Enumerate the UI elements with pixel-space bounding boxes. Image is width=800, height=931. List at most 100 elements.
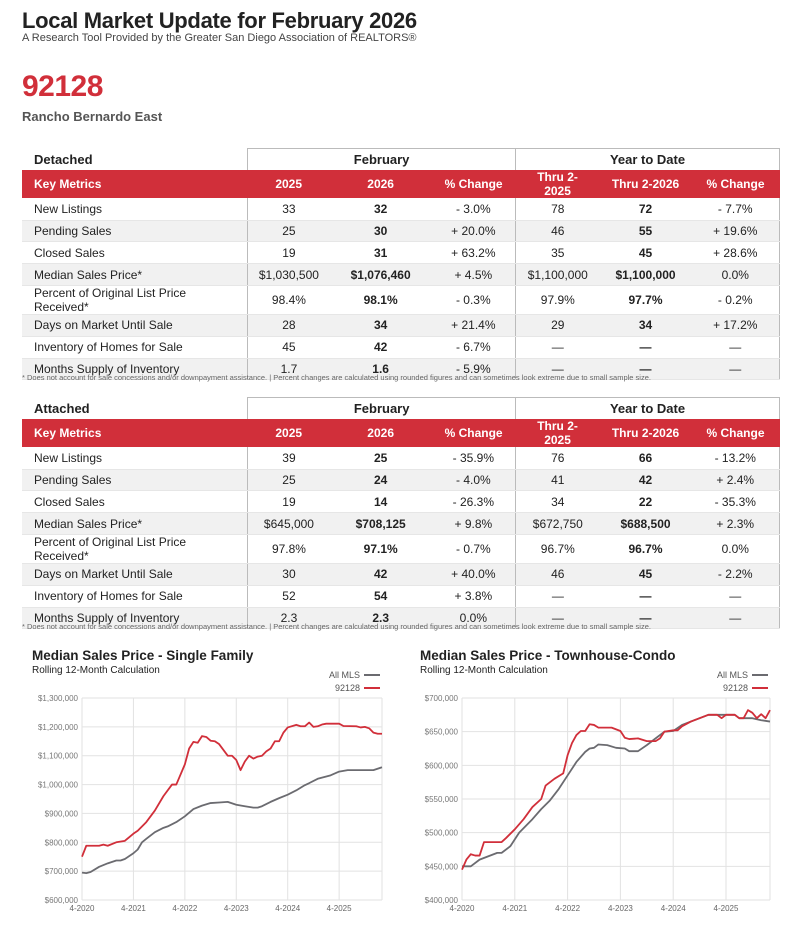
table-row: New Listings 33 32- 3.0% 78 72- 7.7%	[22, 198, 780, 221]
metric-value: $1,076,460	[329, 263, 432, 286]
metric-value: - 13.2%	[691, 447, 780, 470]
metric-value: 66	[599, 447, 692, 470]
metric-value: —	[599, 336, 692, 359]
area-name: Rancho Bernardo East	[22, 109, 163, 124]
y-tick-label: $550,000	[425, 795, 459, 804]
table-row: Months Supply of Inventory 1.7 1.6- 5.9% — —…	[22, 358, 780, 381]
metric-value: 39	[247, 447, 330, 470]
metric-value: 19	[247, 241, 330, 265]
legend-label: All MLS	[329, 670, 360, 680]
metric-value: - 6.7%	[431, 336, 516, 359]
x-tick-label: 4-2021	[502, 904, 527, 913]
footnote-attached: * Does not account for sale concessions …	[22, 622, 651, 631]
x-tick-label: 4-2020	[450, 904, 475, 913]
metric-value: 34	[329, 314, 432, 337]
table-row: Percent of Original List Price Received*…	[22, 285, 780, 315]
metric-label: Inventory of Homes for Sale	[22, 585, 248, 608]
metric-value: 97.7%	[599, 285, 692, 315]
metric-value: 45	[247, 336, 330, 359]
metric-value: 41	[515, 469, 600, 492]
metric-value: 30	[247, 563, 330, 586]
metrics-table-detached: Detached February Year to Date Key Metri…	[22, 148, 780, 381]
metric-value: 25	[247, 220, 330, 243]
metric-value: 45	[599, 563, 692, 586]
table-row: Percent of Original List Price Received*…	[22, 534, 780, 564]
metric-value: 33	[247, 198, 330, 221]
metric-value: 97.1%	[329, 534, 432, 564]
metric-value: 45	[599, 241, 692, 265]
metric-label: Inventory of Homes for Sale	[22, 336, 248, 359]
chart-svg: $600,000 $700,000 $800,000 $900,000 $1,000,0…	[38, 670, 383, 913]
col-header-pct2: % Change	[691, 419, 780, 448]
metric-value: 78	[515, 198, 600, 221]
chart-svg: $400,000 $450,000 $500,000 $550,000 $600,000…	[425, 670, 771, 913]
metric-value: 29	[515, 314, 600, 337]
metric-label: New Listings	[22, 198, 248, 221]
metric-value: - 2.2%	[691, 563, 780, 586]
y-tick-label: $600,000	[45, 896, 79, 905]
metric-value: —	[515, 336, 600, 359]
col-header-key_metrics: Key Metrics	[22, 419, 248, 448]
metric-value: 2.3	[329, 607, 432, 630]
x-tick-label: 4-2023	[608, 904, 633, 913]
metric-value: 25	[329, 447, 432, 470]
metric-value: + 3.8%	[431, 585, 516, 608]
x-tick-label: 4-2024	[661, 904, 686, 913]
metric-value: + 20.0%	[431, 220, 516, 243]
y-tick-label: $450,000	[425, 862, 459, 871]
metric-label: Percent of Original List Price Received*	[22, 534, 248, 564]
metric-label: Median Sales Price*	[22, 512, 248, 535]
metric-value: + 2.3%	[691, 512, 780, 535]
x-tick-label: 4-2021	[121, 904, 146, 913]
page-title: Local Market Update for February 2026	[22, 8, 417, 33]
metric-value: 25	[247, 469, 330, 492]
metric-value: - 0.2%	[691, 285, 780, 315]
zip-code: 92128	[22, 70, 103, 103]
page-subtitle: A Research Tool Provided by the Greater …	[22, 32, 417, 44]
table-row: Closed Sales 19 14- 26.3% 34 22- 35.3%	[22, 490, 780, 514]
metric-value: 0.0%	[691, 263, 780, 286]
metric-label: Closed Sales	[22, 490, 248, 514]
y-tick-label: $1,300,000	[38, 694, 79, 703]
group-ytd: Year to Date	[515, 397, 780, 420]
y-tick-label: $700,000	[425, 694, 459, 703]
metric-value: 19	[247, 490, 330, 514]
x-tick-label: 4-2024	[275, 904, 300, 913]
metric-value: 0.0%	[691, 534, 780, 564]
group-month: February	[247, 397, 517, 420]
metric-label: Days on Market Until Sale	[22, 563, 248, 586]
metric-value: + 40.0%	[431, 563, 516, 586]
metric-value: 96.7%	[515, 534, 600, 564]
metric-value: 42	[329, 563, 432, 586]
metric-value: - 26.3%	[431, 490, 516, 514]
metric-value: 24	[329, 469, 432, 492]
col-header-key_metrics: Key Metrics	[22, 170, 248, 199]
col-header-pct: % Change	[431, 170, 516, 199]
metric-value: $1,100,000	[599, 263, 692, 286]
metric-value: 42	[329, 336, 432, 359]
chart-townhouse-condo: Median Sales Price - Townhouse-Condo Rol…	[410, 648, 790, 931]
metric-value: - 35.9%	[431, 447, 516, 470]
legend-label: All MLS	[717, 670, 748, 680]
metric-value: —	[515, 585, 600, 608]
metric-value: + 2.4%	[691, 469, 780, 492]
chart-title: Median Sales Price - Single Family	[32, 648, 254, 663]
chart-subtitle: Rolling 12-Month Calculation	[420, 665, 548, 676]
x-tick-label: 4-2023	[224, 904, 249, 913]
x-tick-label: 4-2025	[327, 904, 352, 913]
chart-title: Median Sales Price - Townhouse-Condo	[420, 648, 676, 663]
y-tick-label: $1,000,000	[38, 781, 79, 790]
metric-value: - 35.3%	[691, 490, 780, 514]
series-line-all-mls	[462, 713, 771, 868]
col-header-ytd2: Thru 2-2026	[599, 170, 692, 199]
y-tick-label: $650,000	[425, 728, 459, 737]
metric-value: —	[691, 585, 780, 608]
metric-value: —	[691, 358, 780, 381]
col-header-y1: 2025	[247, 419, 330, 448]
metric-value: —	[691, 607, 780, 630]
metric-value: 46	[515, 220, 600, 243]
metric-value: —	[691, 336, 780, 359]
y-tick-label: $400,000	[425, 896, 459, 905]
metric-value: 28	[247, 314, 330, 337]
metric-value: + 4.5%	[431, 263, 516, 286]
